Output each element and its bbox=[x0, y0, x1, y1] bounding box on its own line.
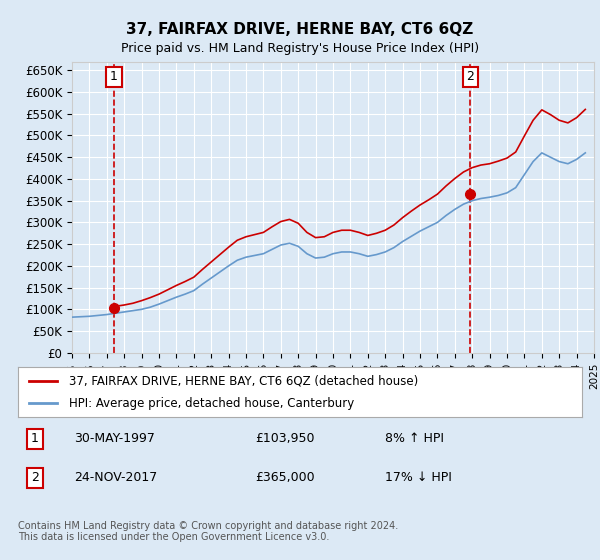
Text: 37, FAIRFAX DRIVE, HERNE BAY, CT6 6QZ: 37, FAIRFAX DRIVE, HERNE BAY, CT6 6QZ bbox=[127, 22, 473, 38]
Text: 1: 1 bbox=[31, 432, 39, 445]
Text: 30-MAY-1997: 30-MAY-1997 bbox=[74, 432, 155, 445]
Text: £103,950: £103,950 bbox=[255, 432, 314, 445]
Text: 8% ↑ HPI: 8% ↑ HPI bbox=[385, 432, 443, 445]
Text: 24-NOV-2017: 24-NOV-2017 bbox=[74, 472, 158, 484]
Text: 17% ↓ HPI: 17% ↓ HPI bbox=[385, 472, 451, 484]
Text: Contains HM Land Registry data © Crown copyright and database right 2024.
This d: Contains HM Land Registry data © Crown c… bbox=[18, 521, 398, 543]
Text: £365,000: £365,000 bbox=[255, 472, 314, 484]
Text: 2: 2 bbox=[31, 472, 39, 484]
Text: Price paid vs. HM Land Registry's House Price Index (HPI): Price paid vs. HM Land Registry's House … bbox=[121, 42, 479, 55]
Text: HPI: Average price, detached house, Canterbury: HPI: Average price, detached house, Cant… bbox=[69, 396, 354, 409]
Text: 37, FAIRFAX DRIVE, HERNE BAY, CT6 6QZ (detached house): 37, FAIRFAX DRIVE, HERNE BAY, CT6 6QZ (d… bbox=[69, 375, 418, 388]
Text: 2: 2 bbox=[467, 71, 475, 83]
Text: 1: 1 bbox=[110, 71, 118, 83]
